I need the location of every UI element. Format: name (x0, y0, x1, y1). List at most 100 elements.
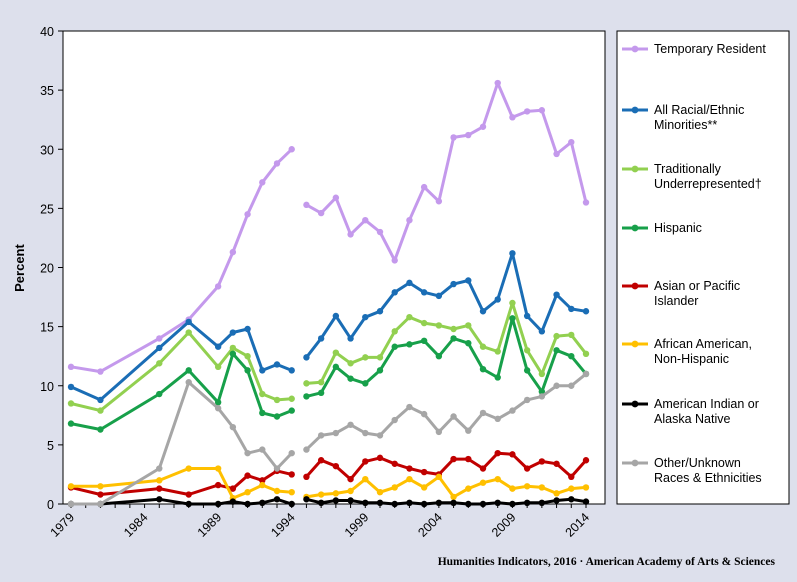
data-point (273, 396, 281, 404)
data-point (229, 350, 237, 358)
series-4 (67, 315, 590, 433)
series-line (70, 469, 293, 496)
series-line (70, 148, 293, 374)
data-point (582, 498, 590, 505)
data-point (347, 360, 354, 367)
data-point (376, 488, 384, 496)
series-line (71, 467, 292, 500)
data-point (229, 423, 237, 431)
data-point (214, 465, 222, 472)
y-tick-label: 5 (47, 439, 54, 453)
legend-swatch-marker (631, 400, 639, 408)
data-point (450, 335, 457, 342)
y-tick-label: 10 (40, 380, 54, 394)
data-point (214, 500, 222, 508)
data-point (273, 160, 281, 167)
data-point (259, 481, 266, 489)
x-tick-label: 1984 (121, 510, 151, 540)
legend-label: All Racial/Ethnic (654, 103, 744, 117)
data-point (244, 488, 251, 496)
data-point (523, 465, 531, 472)
data-point (494, 348, 501, 355)
data-point (479, 500, 487, 508)
data-point (244, 449, 251, 457)
legend-label: Races & Ethnicities (654, 471, 762, 485)
series-line (70, 320, 293, 402)
data-point (317, 389, 325, 397)
data-point (97, 426, 104, 433)
legend-label: American Indian or (654, 397, 759, 411)
data-point (553, 490, 560, 497)
data-point (273, 496, 281, 503)
data-point (538, 458, 546, 465)
y-tick-label: 40 (40, 25, 54, 39)
data-point (303, 354, 310, 361)
data-point (435, 473, 443, 481)
data-point (582, 484, 590, 491)
legend-label: Other/Unknown (654, 456, 741, 470)
data-point (538, 370, 546, 378)
data-point (406, 279, 413, 287)
data-point (259, 179, 266, 186)
data-point (406, 465, 413, 472)
data-point (509, 114, 516, 121)
y-tick-label: 20 (40, 262, 54, 276)
data-point (362, 217, 369, 224)
data-point (156, 390, 163, 398)
data-point (347, 487, 354, 495)
y-tick-label: 30 (40, 143, 54, 157)
data-point (538, 388, 546, 395)
data-point (523, 347, 531, 354)
data-point (479, 465, 487, 472)
y-tick-label: 15 (40, 321, 54, 335)
data-point (156, 477, 163, 484)
data-point (332, 497, 340, 504)
y-tick-label: 35 (40, 84, 54, 98)
data-point (288, 449, 295, 457)
legend-label: Traditionally (654, 162, 722, 176)
legend-swatch-marker (631, 165, 639, 173)
data-point (244, 367, 251, 374)
data-point (494, 296, 501, 303)
data-point (435, 499, 443, 507)
data-point (568, 352, 575, 360)
data-point (303, 496, 310, 503)
data-point (538, 393, 546, 400)
data-point (185, 318, 192, 326)
series-1 (67, 79, 590, 375)
data-point (494, 374, 501, 381)
data-point (97, 491, 104, 498)
data-point (391, 416, 398, 424)
data-point (465, 500, 472, 508)
data-point (229, 329, 237, 336)
data-point (465, 427, 472, 434)
data-point (523, 499, 531, 507)
series-2 (67, 250, 590, 404)
data-point (538, 484, 546, 491)
data-point (523, 312, 531, 320)
x-tick-label: 1999 (342, 510, 372, 540)
data-point (185, 465, 192, 472)
data-point (97, 483, 104, 490)
data-point (450, 493, 457, 501)
data-point (420, 410, 428, 418)
data-point (406, 313, 413, 321)
data-point (582, 457, 590, 464)
data-point (553, 497, 560, 504)
data-point (185, 379, 192, 386)
data-point (332, 312, 340, 320)
data-point (362, 380, 369, 387)
data-point (97, 500, 104, 508)
data-point (214, 343, 222, 350)
data-point (376, 308, 384, 315)
legend-swatch-marker (631, 45, 639, 53)
data-point (553, 332, 560, 340)
data-point (362, 354, 369, 361)
data-point (362, 313, 369, 321)
data-point (97, 396, 104, 404)
data-point (391, 328, 398, 335)
data-point (538, 499, 546, 507)
